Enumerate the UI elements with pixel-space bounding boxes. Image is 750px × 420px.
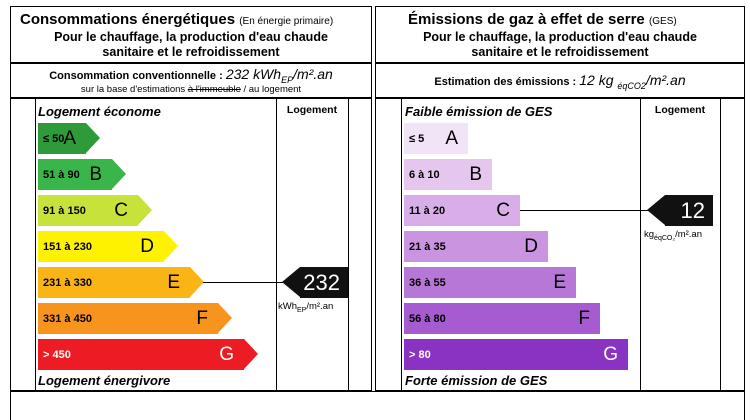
energy-class-bar-c: 91 à 150 C <box>38 195 152 226</box>
ges-class-bar-d: 21 à 35 D <box>404 231 548 262</box>
energy-class-bar-d: 151 à 230 D <box>38 231 178 262</box>
ges-estimate-value: 12 kg éqCO2/m².an <box>579 72 686 91</box>
ges-class-bar-c: 11 à 20 C <box>404 195 520 226</box>
energy-class-letter: D <box>140 236 154 257</box>
ges-leader-line <box>520 210 648 211</box>
energy-class-range: 91 à 150 <box>43 204 86 217</box>
ges-conso-line: Estimation des émissions : 12 kg éqCO2/m… <box>375 72 745 91</box>
ges-class-range: 11 à 20 <box>409 204 446 217</box>
ges-title-text: Émissions de gaz à effet de serre <box>408 11 645 28</box>
ges-class-range: 36 à 55 <box>409 276 446 289</box>
ges-scale-left-line <box>401 98 402 391</box>
energy-marker: 232 <box>282 267 348 298</box>
energy-column-divider-right <box>348 98 349 391</box>
ges-column-divider-left <box>640 98 641 391</box>
energy-conso-value: 232 kWhEP/m².an <box>225 66 333 85</box>
ges-title-note: (GES) <box>648 16 677 27</box>
struck-text: à l'immeuble <box>187 84 241 95</box>
ges-class-letter: B <box>469 164 482 185</box>
ges-class-bar-e: 36 à 55 E <box>404 267 576 298</box>
ges-conso-box <box>375 63 745 98</box>
ges-class-letter: A <box>445 128 458 149</box>
ges-estimate-label: Estimation des émissions : <box>434 76 577 88</box>
energy-conso-box <box>10 63 372 98</box>
bottom-box <box>10 391 745 420</box>
energy-class-letter: C <box>114 200 128 221</box>
ges-class-bar-g: > 80 G <box>404 339 628 370</box>
energy-conso-label: Consommation conventionnelle : <box>49 70 223 82</box>
energy-class-arrow-tip <box>244 339 258 369</box>
energy-column-head: Logement <box>286 104 338 116</box>
ges-class-letter: F <box>578 308 590 329</box>
energy-scale-bottom: Logement énergivore <box>38 373 171 388</box>
energy-column-divider-left <box>276 98 277 391</box>
energy-class-range: 151 à 230 <box>43 240 92 253</box>
ges-class-bar-f: 56 à 80 F <box>404 303 600 334</box>
ges-subtitle: Pour le chauffage, la production d'eau c… <box>375 30 745 60</box>
ges-subtitle-line2: sanitaire et le refroidissement <box>471 45 649 59</box>
energy-class-letter: A <box>63 128 76 149</box>
ges-column-divider-right <box>720 98 721 391</box>
energy-class-bar-f: 331 à 450 F <box>38 303 232 334</box>
energy-class-bar-a: ≤ 50 A <box>38 123 100 154</box>
energy-class-arrow-tip <box>190 267 204 297</box>
ges-class-range: > 80 <box>409 348 431 361</box>
energy-class-range: > 450 <box>43 348 71 361</box>
energy-class-arrow-tip <box>138 195 152 225</box>
ges-class-range: ≤ 5 <box>409 132 425 145</box>
energy-marker-value: 232 <box>303 269 340 295</box>
energy-class-arrow-tip <box>218 303 232 333</box>
energy-class-bar-g: > 450 G <box>38 339 258 370</box>
energy-class-range: 331 à 450 <box>43 312 92 325</box>
energy-class-arrow-tip <box>164 231 178 261</box>
ges-class-letter: D <box>524 236 538 257</box>
ges-class-range: 6 à 10 <box>409 168 440 181</box>
energy-scale-left-line <box>35 98 36 391</box>
energy-class-range: 51 à 90 <box>43 168 80 181</box>
energy-class-letter: B <box>89 164 102 185</box>
energy-class-bar-b: 51 à 90 B <box>38 159 126 190</box>
ges-header-box <box>375 6 745 63</box>
ges-column-head: Logement <box>654 104 706 116</box>
ges-scale-top: Faible émission de GES <box>405 104 553 119</box>
energy-marker-unit: kWhEP/m².an <box>278 301 334 314</box>
energy-subtitle-line2: sanitaire et le refroidissement <box>102 45 280 59</box>
ges-class-bar-a: ≤ 5 A <box>404 123 468 154</box>
ges-subtitle-line1: Pour le chauffage, la production d'eau c… <box>423 30 697 44</box>
energy-conso-line: Consommation conventionnelle : 232 kWhEP… <box>10 66 372 85</box>
energy-class-arrow-tip <box>86 123 100 153</box>
energy-class-letter: F <box>196 308 208 329</box>
energy-class-range: 231 à 330 <box>43 276 92 289</box>
ges-class-range: 56 à 80 <box>409 312 446 325</box>
energy-class-arrow-tip <box>112 159 126 189</box>
energy-title-note: (En énergie primaire) <box>239 16 334 27</box>
ges-marker-unit: kgéqCO₂/m².an <box>644 229 702 242</box>
energy-class-letter: E <box>167 272 180 293</box>
energy-subtitle-line1: Pour le chauffage, la production d'eau c… <box>54 30 328 44</box>
energy-class-range: ≤ 50 <box>43 132 65 145</box>
ges-marker-value: 12 <box>680 197 705 223</box>
ges-scale-bottom: Forte émission de GES <box>405 373 548 388</box>
energy-class-letter: G <box>219 344 234 365</box>
ges-class-letter: G <box>603 344 618 365</box>
energy-title: Consommations énergétiques (En énergie p… <box>20 11 333 30</box>
ges-class-letter: E <box>553 272 566 293</box>
energy-subtitle: Pour le chauffage, la production d'eau c… <box>10 30 372 60</box>
energy-leader-line <box>203 282 283 283</box>
energy-scale-top: Logement économe <box>38 104 161 119</box>
energy-title-text: Consommations énergétiques <box>20 11 236 28</box>
ges-marker: 12 <box>647 195 713 226</box>
energy-header-box <box>10 6 372 63</box>
energy-class-bar-e: 231 à 330 E <box>38 267 204 298</box>
energy-conso-note: sur la base d'estimations à l'immeuble /… <box>80 84 302 95</box>
ges-title: Émissions de gaz à effet de serre (GES) <box>408 11 677 30</box>
ges-class-bar-b: 6 à 10 B <box>404 159 492 190</box>
ges-class-letter: C <box>496 200 510 221</box>
ges-class-range: 21 à 35 <box>409 240 446 253</box>
